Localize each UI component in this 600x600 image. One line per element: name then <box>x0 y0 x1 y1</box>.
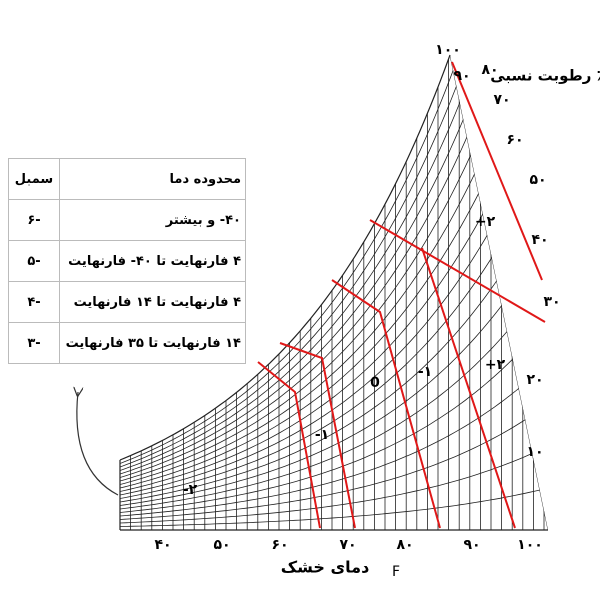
humidity-curve <box>120 180 548 503</box>
zone-line <box>331 279 441 529</box>
zone-line <box>279 342 356 529</box>
zone-line <box>421 247 516 529</box>
header-row: محدوده دما سمبل <box>8 158 246 200</box>
humidity-label: ۴۰ <box>531 232 548 248</box>
zone-label: -۱ <box>418 364 432 380</box>
x-unit: F <box>392 564 400 580</box>
humidity-curve <box>120 355 548 517</box>
table-row: ۴۰- و بیشتر -۶ <box>8 199 246 241</box>
humidity-curve <box>120 224 548 506</box>
humidity-curve <box>120 485 548 527</box>
saturation-curve <box>119 54 548 531</box>
x-label: ۷۰ <box>339 537 356 553</box>
humidity-label: ۳۰ <box>543 294 560 310</box>
zone-line <box>369 219 546 323</box>
x-title: دمای خشک <box>281 558 370 577</box>
humidity-curve <box>120 55 548 468</box>
zone-label: -۱ <box>315 427 329 443</box>
x-label: ۵۰ <box>213 537 230 553</box>
curve-label: ۶۰ <box>506 132 523 148</box>
table-row: ۴ فارنهایت تا ۱۴ فارنهایت -۴ <box>8 281 246 323</box>
humidity-curve <box>120 55 548 464</box>
table-cell: -۴ <box>8 281 60 323</box>
table-cell: -۳ <box>8 322 60 364</box>
humidity-curve <box>120 93 548 496</box>
table-cell: ۱۴ فارنهایت تا ۳۵ فارنهایت <box>59 322 246 364</box>
humidity-label: ۲۰ <box>526 372 543 388</box>
zone-label: -۲ <box>183 482 198 498</box>
table-cell: ۴ فارنهایت تا ۴۰- فارنهایت <box>59 240 246 282</box>
zone-line <box>257 361 321 529</box>
table-cell: ۴ فارنهایت تا ۱۴ فارنهایت <box>59 281 246 323</box>
humidity-curve <box>120 55 548 471</box>
x-label: ۹۰ <box>463 537 480 553</box>
x-label: ۸۰ <box>396 537 413 553</box>
x-label: ۱۰۰ <box>517 537 543 553</box>
humidity-curve <box>120 311 548 513</box>
table-row: ۴ فارنهایت تا ۴۰- فارنهایت -۵ <box>8 240 246 282</box>
curve-label: ۷۰ <box>493 92 510 108</box>
curve-label: ۱۰۰ <box>435 42 461 58</box>
humidity-title: رطوبت نسبی ٪ <box>490 67 600 85</box>
zone-line <box>451 61 543 281</box>
humidity-curve <box>120 398 548 520</box>
zone-lines <box>257 61 546 529</box>
zone-label: 0 <box>370 375 380 391</box>
x-label: ۶۰ <box>271 537 288 553</box>
humidity-label: ۱۰ <box>526 444 543 460</box>
arrow <box>77 392 119 496</box>
table-row: ۱۴ فارنهایت تا ۳۵ فارنهایت -۳ <box>8 322 246 364</box>
humidity-curve <box>120 442 548 524</box>
header-cell: محدوده دما <box>59 158 246 200</box>
table-cell: ۴۰- و بیشتر <box>59 199 246 241</box>
humidity-label: ۵۰ <box>529 172 546 188</box>
table-cell: -۵ <box>8 240 60 282</box>
x-label: ۴۰ <box>154 537 171 553</box>
symbol-table: محدوده دما سمبل ۴۰- و بیشتر -۶ ۴ فارنهایت ت… <box>8 158 246 364</box>
curve-label: ۸۰ <box>481 62 498 78</box>
zone-label: +۲ <box>485 357 506 373</box>
humidity-curve <box>120 136 548 499</box>
humidity-curve <box>120 267 548 510</box>
table-cell: -۶ <box>8 199 60 241</box>
zone-label: +۲ <box>475 214 496 230</box>
curve-label: ۹۰ <box>453 68 470 84</box>
header-cell: سمبل <box>8 158 60 200</box>
